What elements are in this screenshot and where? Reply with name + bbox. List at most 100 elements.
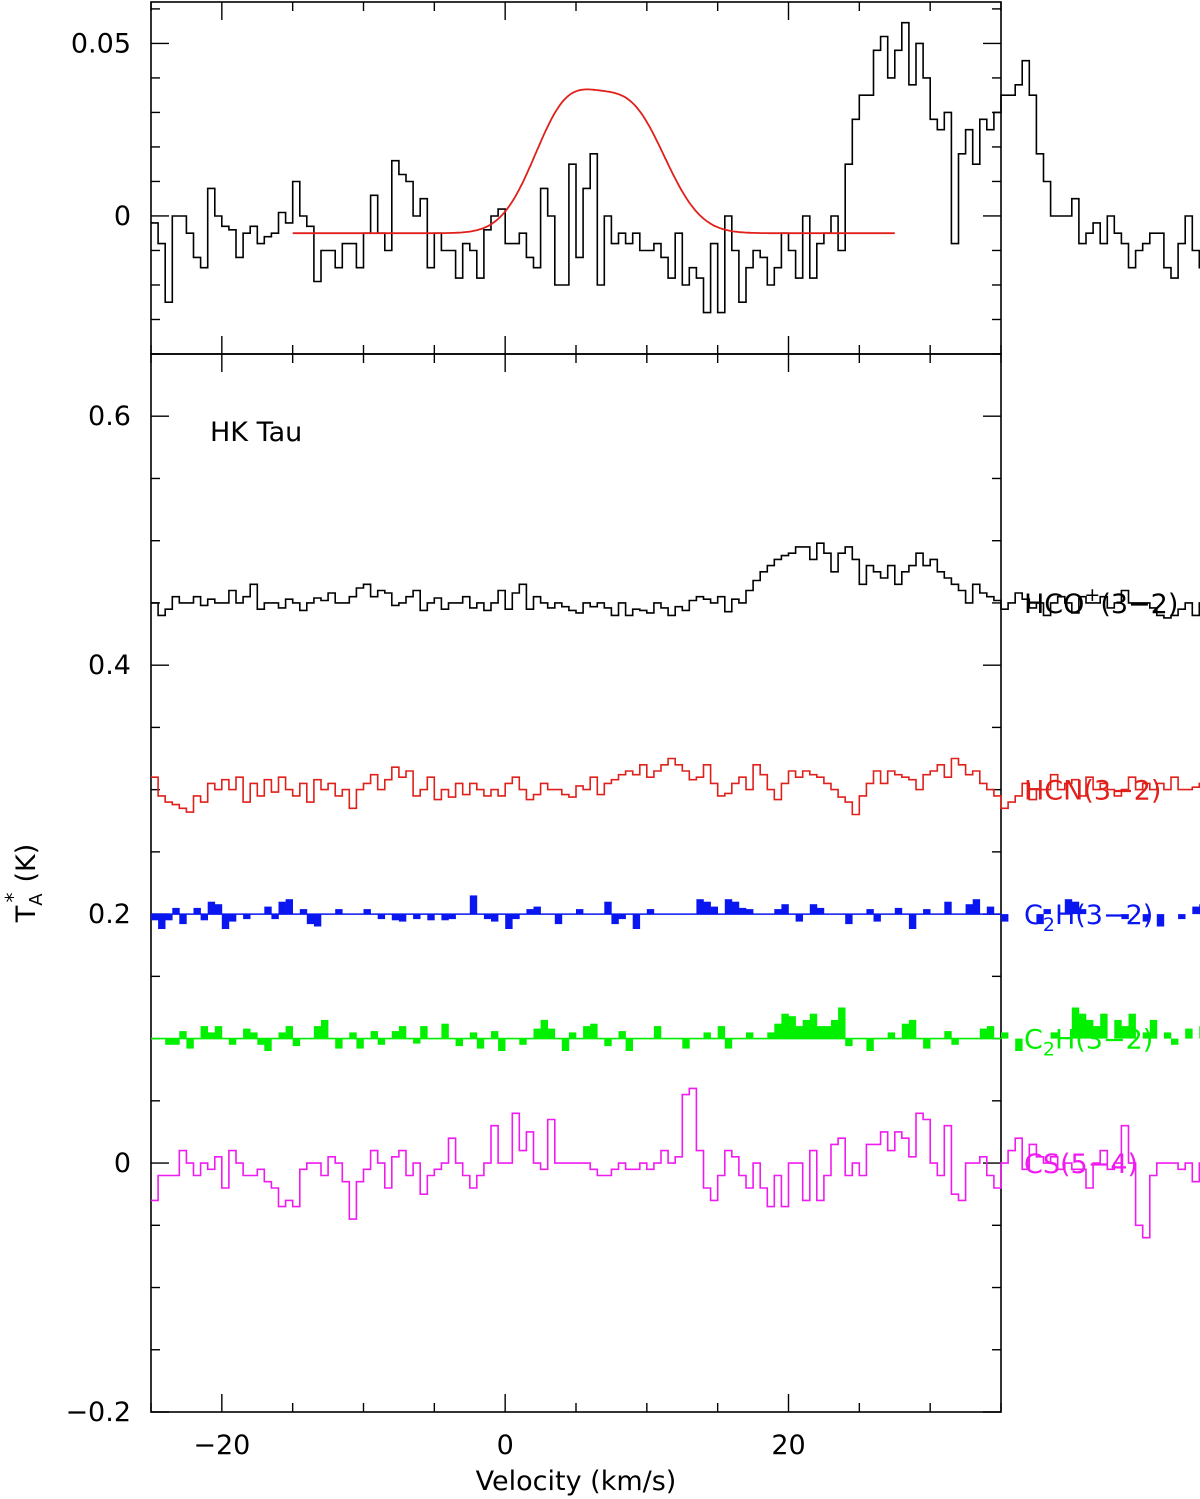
- spectral-bin: [944, 1031, 952, 1039]
- spectral-bin: [717, 1026, 726, 1039]
- y-axis-label-superscript: *: [1, 892, 25, 902]
- spectral-bin: [278, 1032, 286, 1039]
- spectral-bin: [335, 1038, 343, 1049]
- spectral-bin: [724, 1038, 733, 1049]
- spectral-bin: [1064, 899, 1073, 915]
- x-tick-label: −20: [193, 1430, 250, 1461]
- spectral-bin: [788, 1016, 796, 1039]
- spectral-bin: [243, 914, 251, 920]
- spectral-bin: [377, 1038, 386, 1045]
- spectral-bin: [214, 904, 223, 915]
- series-label-name: HCO: [1024, 589, 1084, 620]
- spectral-bin: [866, 1038, 874, 1051]
- spectral-bin: [618, 914, 626, 920]
- spectral-bin: [491, 914, 499, 922]
- top-panel-series: [151, 21, 1200, 314]
- spectral-bin: [576, 909, 584, 915]
- series-0-line: [151, 542, 1200, 619]
- x-axis-label: Velocity (km/s): [476, 1466, 677, 1497]
- spectral-bin: [809, 1013, 818, 1039]
- spectral-bin: [483, 914, 492, 920]
- spectral-bin: [781, 904, 789, 915]
- spectral-bin: [1142, 1032, 1151, 1039]
- spectral-bin: [746, 909, 754, 915]
- spectral-bin: [845, 914, 853, 925]
- spectral-bin: [243, 1028, 251, 1039]
- spectral-bin: [823, 1026, 832, 1039]
- spectral-bin: [724, 899, 733, 915]
- series-1-line: [151, 757, 1200, 816]
- spectral-bin: [469, 895, 478, 915]
- spectral-bin: [682, 1038, 690, 1049]
- series-4-label: CS(5−4): [1024, 1149, 1138, 1180]
- spectral-bin: [391, 1031, 400, 1039]
- top-panel-ticks: [150, 2, 1002, 354]
- spectral-bin: [200, 914, 208, 921]
- spectral-bin: [1171, 1038, 1179, 1045]
- series-3-label: C2H(3−2): [1024, 1025, 1153, 1061]
- spectral-bin: [845, 1038, 853, 1047]
- spectral-bin: [816, 907, 825, 915]
- spectral-bin: [413, 1038, 421, 1044]
- spectral-bin: [731, 901, 740, 915]
- spectral-bin: [505, 914, 513, 929]
- spectral-bin: [158, 914, 166, 929]
- spectral-bin: [1071, 901, 1080, 915]
- spectral-bin: [1178, 914, 1186, 920]
- spectral-bin: [193, 907, 201, 915]
- spectral-bin: [1050, 1032, 1058, 1039]
- spectral-bin: [172, 907, 180, 915]
- spectral-bin: [568, 1032, 577, 1039]
- spectral-bin: [816, 1026, 825, 1039]
- series-label-name: HCN: [1024, 776, 1083, 807]
- spectral-bin: [512, 914, 520, 920]
- spectral-bin: [172, 1038, 180, 1045]
- spectral-bin: [398, 1026, 407, 1039]
- spectral-bin: [738, 907, 747, 915]
- spectral-bin: [1114, 1019, 1122, 1039]
- spectral-bin: [604, 1038, 612, 1047]
- y-tick-label: −0.2: [65, 1397, 131, 1428]
- spectral-bin: [540, 1019, 548, 1039]
- spectral-bin: [795, 1026, 803, 1039]
- spectral-bin: [250, 1032, 258, 1039]
- y-tick-label: 0.4: [88, 650, 131, 681]
- spectral-bin: [646, 909, 655, 915]
- series-label-name: C: [1024, 900, 1043, 931]
- y-tick-label: 0: [114, 1148, 131, 1179]
- spectral-bin: [1121, 914, 1129, 920]
- spectral-bin: [838, 1007, 846, 1039]
- spectral-bin: [746, 1032, 754, 1039]
- spectral-bin: [214, 1026, 223, 1039]
- spectral-bin: [979, 1028, 988, 1039]
- spectral-bin: [781, 1013, 789, 1039]
- spectral-bin: [264, 906, 272, 915]
- spectral-bin: [321, 1019, 329, 1039]
- spectral-bin: [498, 1038, 506, 1051]
- series-label-name: C: [1024, 1025, 1043, 1056]
- series-label-subscript: 2: [1043, 914, 1055, 936]
- y-axis-label-symbol: T: [11, 905, 42, 923]
- spectral-bin: [285, 899, 293, 915]
- series-label-subscript: 2: [1043, 1039, 1055, 1061]
- spectral-bin: [1071, 1007, 1080, 1039]
- spectral-bin: [972, 899, 981, 915]
- spectral-bin: [965, 904, 973, 915]
- spectral-bin: [228, 1038, 237, 1045]
- chart-title: HK Tau: [210, 417, 302, 448]
- spectral-bin: [604, 901, 612, 915]
- spectral-bin: [873, 914, 881, 922]
- spectral-bin: [349, 1032, 357, 1039]
- spectral-bin: [228, 914, 237, 922]
- spectral-bin: [469, 1032, 478, 1039]
- spectral-bin: [491, 1031, 499, 1039]
- spectral-bin: [165, 914, 173, 921]
- x-tick-label: 20: [771, 1430, 805, 1461]
- series-label-suffix: (3−2): [1100, 589, 1178, 620]
- spectral-bin: [908, 914, 917, 929]
- bottom-panel-series: [151, 542, 1200, 1239]
- spectral-bin: [1192, 906, 1200, 915]
- spectral-bin: [908, 1019, 917, 1039]
- series-2-label: C2H(3−2): [1024, 900, 1153, 936]
